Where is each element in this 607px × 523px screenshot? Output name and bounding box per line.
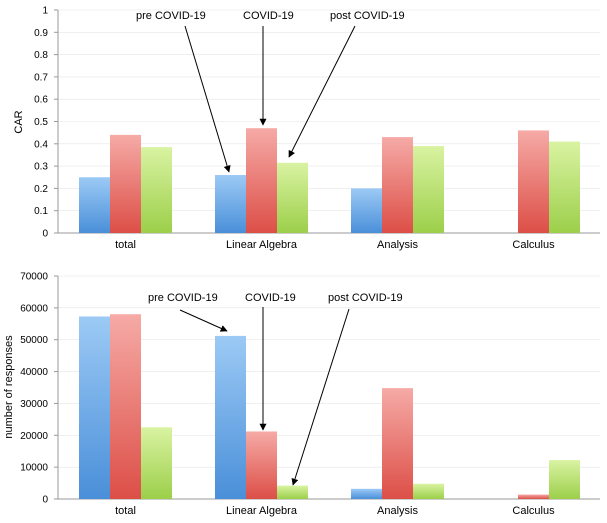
responses-y-ticks: 0 10000 20000 30000 40000 50000 60000 70000 <box>20 272 58 506</box>
responses-bar-post-analysis <box>413 483 444 499</box>
car-bar-covid-total <box>110 134 141 233</box>
car-y-tick-label: 0.5 <box>34 117 48 128</box>
car-y-tick-label: 0.8 <box>34 50 48 61</box>
responses-category-label: Linear Algebra <box>226 505 298 517</box>
responses-arrow-pre <box>179 309 228 332</box>
car-chart: 0 0.1 0.2 0.3 0.4 0.5 0.6 0.7 0.8 0.9 1 total Linea… <box>13 6 600 251</box>
car-bar-covid-linear-algebra <box>246 128 277 233</box>
car-bar-covid-analysis <box>382 137 413 233</box>
car-category-label: Linear Algebra <box>226 239 298 251</box>
car-category-label: Analysis <box>377 239 418 251</box>
car-category-label: Calculus <box>512 239 555 251</box>
car-bar-pre-linear-algebra <box>215 175 246 233</box>
responses-y-tick-label: 30000 <box>20 399 48 410</box>
responses-annotation-post: post COVID-19 <box>328 292 403 304</box>
responses-y-tick-label: 20000 <box>20 431 48 442</box>
responses-bar-pre-total <box>79 316 110 499</box>
car-y-axis-label: CAR <box>13 110 25 133</box>
car-arrow-pre <box>184 25 231 173</box>
car-y-tick-label: 1 <box>42 6 48 17</box>
responses-bar-pre-linear-algebra <box>215 335 246 499</box>
car-bars <box>79 128 580 233</box>
responses-bar-post-calculus <box>549 460 580 499</box>
responses-y-axis-label: number of responses <box>3 335 15 439</box>
responses-y-tick-label: 70000 <box>20 272 48 283</box>
responses-bar-covid-calculus <box>518 494 549 499</box>
responses-y-tick-label: 10000 <box>20 463 48 474</box>
car-annotation-pre: pre COVID-19 <box>136 10 206 22</box>
car-y-tick-label: 0.4 <box>34 139 48 150</box>
car-y-tick-label: 0.6 <box>34 95 48 106</box>
responses-category-label: Calculus <box>512 505 555 517</box>
responses-y-tick-label: 40000 <box>20 367 48 378</box>
responses-bar-covid-linear-algebra <box>246 431 277 499</box>
car-y-tick-label: 0.2 <box>34 184 48 195</box>
car-bar-covid-calculus <box>518 130 549 233</box>
car-bar-pre-analysis <box>351 188 382 233</box>
responses-bar-pre-analysis <box>351 488 382 499</box>
responses-chart: 0 10000 20000 30000 40000 50000 60000 70000 tot… <box>3 272 600 517</box>
responses-annotation-covid: COVID-19 <box>245 292 296 304</box>
responses-bars <box>79 314 580 499</box>
responses-category-label: Analysis <box>377 505 418 517</box>
car-annotation-covid: COVID-19 <box>243 10 294 22</box>
car-arrow-post <box>288 25 356 158</box>
car-category-labels: total Linear Algebra Analysis Calculus <box>115 239 555 251</box>
car-y-tick-label: 0.3 <box>34 162 48 173</box>
responses-bar-post-linear-algebra <box>277 485 308 499</box>
responses-category-labels: total Linear Algebra Analysis Calculus <box>115 505 555 517</box>
responses-annotation-pre: pre COVID-19 <box>148 292 218 304</box>
car-y-ticks: 0 0.1 0.2 0.3 0.4 0.5 0.6 0.7 0.8 0.9 1 <box>34 6 58 240</box>
car-category-label: total <box>115 239 136 251</box>
car-y-tick-label: 0 <box>42 229 48 240</box>
responses-y-tick-label: 60000 <box>20 303 48 314</box>
car-annotation-post: post COVID-19 <box>330 10 405 22</box>
responses-bar-covid-total <box>110 314 141 499</box>
responses-y-tick-label: 0 <box>42 495 48 506</box>
car-bar-post-calculus <box>549 141 580 233</box>
car-bar-post-linear-algebra <box>277 162 308 233</box>
responses-bar-covid-analysis <box>382 388 413 499</box>
car-y-tick-label: 0.7 <box>34 72 48 83</box>
car-bar-pre-total <box>79 177 110 233</box>
car-bar-post-analysis <box>413 146 444 233</box>
responses-category-label: total <box>115 505 136 517</box>
responses-arrow-post <box>291 308 350 486</box>
responses-bar-post-total <box>141 427 172 499</box>
car-y-tick-label: 0.9 <box>34 28 48 39</box>
car-bar-post-total <box>141 147 172 233</box>
responses-y-tick-label: 50000 <box>20 335 48 346</box>
car-y-tick-label: 0.1 <box>34 206 48 217</box>
